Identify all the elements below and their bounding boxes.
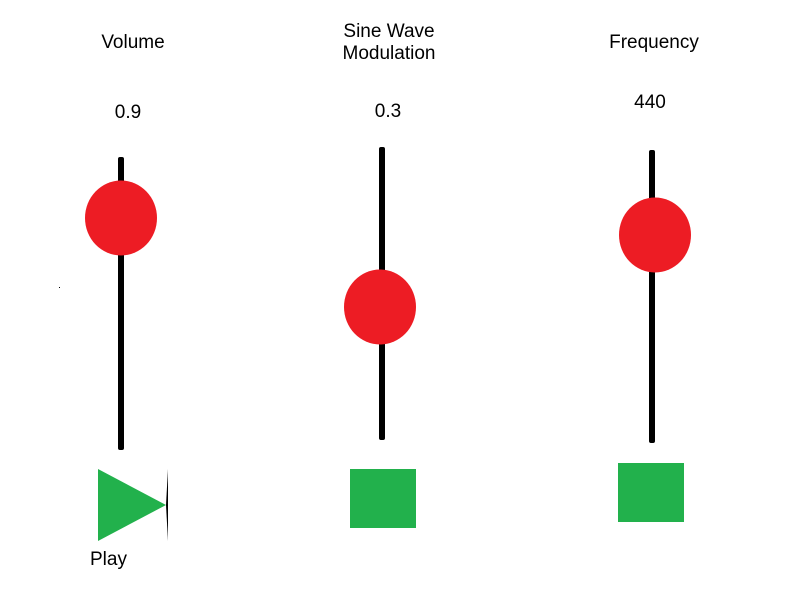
frequency-slider-track[interactable] — [649, 150, 655, 443]
frequency-value: 440 — [634, 92, 666, 113]
play-button[interactable] — [98, 469, 168, 541]
frequency-stop-button[interactable] — [618, 463, 684, 522]
modulation-value: 0.3 — [374, 101, 402, 122]
modulation-label: Sine Wave Modulation — [342, 21, 436, 64]
volume-label: Volume — [101, 32, 165, 53]
modulation-slider-knob[interactable] — [344, 269, 416, 345]
volume-slider-knob[interactable] — [85, 180, 157, 256]
modulation-stop-button[interactable] — [350, 469, 416, 528]
volume-slider-track[interactable] — [118, 157, 124, 450]
frequency-slider-knob[interactable] — [619, 197, 691, 273]
stray-dot — [59, 287, 60, 288]
play-label: Play — [90, 549, 127, 570]
frequency-label: Frequency — [609, 32, 699, 53]
volume-value: 0.9 — [114, 102, 142, 123]
